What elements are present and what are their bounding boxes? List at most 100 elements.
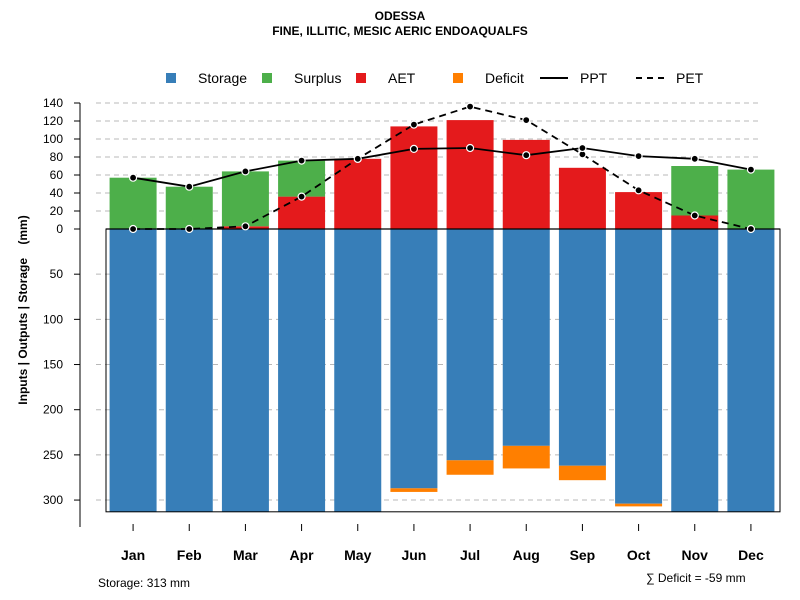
legend-item-deficit: Deficit [453,70,524,86]
bar-deficit-sep [558,465,606,481]
bar-surplus-jan [109,177,157,229]
y-tick-label: 100 [43,132,63,146]
point-ppt-feb [185,182,194,191]
x-tick-label-sep: Sep [570,547,596,563]
x-tick-label-jul: Jul [460,547,480,563]
bar-storage-jun [390,229,438,489]
point-ppt-nov [690,154,699,163]
bar-surplus-mar [221,171,269,227]
bar-aet-apr [278,196,326,229]
bar-storage-aug [502,229,550,446]
legend-line-pet [636,77,664,79]
point-ppt-may [353,154,362,163]
x-tick-label-aug: Aug [513,547,540,563]
bar-storage-nov [671,229,719,512]
point-pet-oct [634,186,643,195]
point-pet-dec [746,224,756,234]
bar-storage-feb [165,229,213,512]
chart-title: ODESSA [374,9,426,23]
point-ppt-jan [128,173,138,182]
y-tick-label: 20 [50,204,64,218]
bar-deficit-oct [615,503,663,507]
x-tick-label-apr: Apr [290,547,315,563]
point-pet-mar [241,222,250,231]
legend-swatch-deficit [453,73,463,83]
bar-aet-nov [671,215,719,229]
legend-item-aet: AET [356,70,415,86]
y-tick-label: 140 [43,96,63,110]
point-ppt-apr [297,156,306,165]
line-pet [133,105,752,230]
x-tick-label-jun: Jun [401,547,426,563]
point-pet-jun [409,120,419,129]
x-tick-label-mar: Mar [233,547,258,563]
bar-deficit-aug [502,445,550,469]
legend-item-storage: Storage [166,70,247,86]
point-pet-feb [185,224,194,234]
bar-deficit-jul [446,460,494,475]
x-tick-label-dec: Dec [738,547,764,563]
y-tick-label: 50 [50,267,64,281]
legend: Storage Surplus AET Deficit PPT PET [0,70,800,90]
bar-deficit-jun [390,488,438,492]
bar-storage-may [334,229,382,512]
point-pet-aug [522,115,531,125]
y-tick-label: 100 [43,312,63,326]
legend-label-ppt: PPT [580,70,608,86]
y-tick-label: 120 [43,114,63,128]
storage-note: Storage: 313 mm [98,576,191,590]
y-tick-label: 40 [50,186,64,200]
bar-aet-sep [558,167,606,229]
y-tick-label: 60 [50,168,64,182]
point-ppt-mar [241,167,250,176]
bar-storage-oct [615,229,663,504]
bar-surplus-apr [278,160,326,197]
point-ppt-dec [746,165,756,174]
bar-storage-jan [109,229,157,512]
chart-subtitle: FINE, ILLITIC, MESIC AERIC ENDOAQUALFS [272,24,528,38]
legend-label-aet: AET [388,70,416,86]
point-pet-apr [297,192,306,201]
line-ppt [132,147,752,188]
point-ppt-oct [634,152,643,161]
x-tick-label-jan: Jan [121,547,145,563]
point-ppt-jun [409,144,419,153]
bar-storage-apr [278,229,326,512]
y-tick-label: 250 [43,448,63,462]
y-axis-label: Inputs | Outputs | Storage (mm) [16,215,30,404]
legend-label-surplus: Surplus [294,70,342,86]
point-pet-jan [128,224,138,234]
legend-swatch-aet [356,73,366,83]
x-tick-label-nov: Nov [682,547,709,563]
bar-storage-sep [558,229,606,466]
bar-aet-jul [446,120,494,229]
bar-aet-may [334,158,382,229]
y-tick-label: 0 [56,222,63,236]
x-tick-label-feb: Feb [177,547,202,563]
bar-surplus-nov [671,166,719,216]
legend-item-surplus: Surplus [262,70,341,86]
bar-surplus-dec [727,169,775,229]
x-tick-label-may: May [344,547,371,563]
legend-line-ppt [540,77,568,79]
bar-storage-mar [221,229,269,512]
bar-surplus-feb [165,186,213,229]
legend-label-deficit: Deficit [485,70,524,86]
bar-storage-jul [446,229,494,461]
y-tick-label: 80 [50,150,64,164]
y-tick-label: 300 [43,493,63,507]
point-ppt-aug [522,151,531,160]
deficit-note: ∑ Deficit = -59 mm [646,571,746,585]
x-tick-label-oct: Oct [627,547,651,563]
point-ppt-sep [578,143,587,153]
legend-item-pet: PET [636,70,703,86]
legend-label-storage: Storage [198,70,248,86]
y-tick-label: 150 [43,358,63,372]
point-ppt-jul [465,143,475,153]
bar-storage-dec [727,229,775,512]
legend-swatch-storage [166,73,176,83]
bar-aet-jun [390,126,438,229]
point-pet-jul [465,102,475,111]
legend-label-pet: PET [676,70,704,86]
